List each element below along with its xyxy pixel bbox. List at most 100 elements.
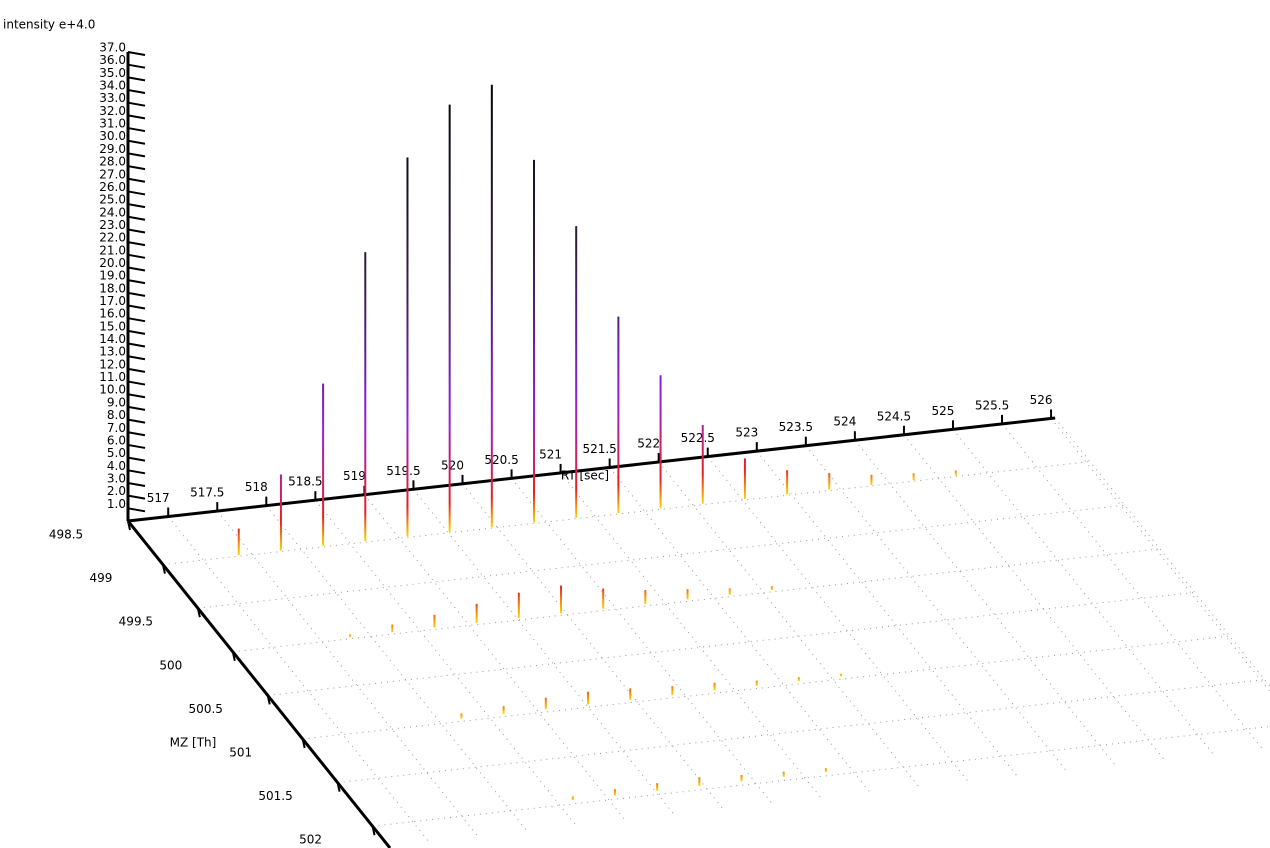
- peak: [237, 528, 240, 556]
- peak: [406, 157, 409, 537]
- peak: [701, 425, 704, 504]
- x-tick-label: 522.5: [681, 431, 715, 445]
- x-tick-label: 523.5: [779, 420, 813, 434]
- y-tick: [127, 291, 146, 297]
- x-tick-label: 517.5: [190, 486, 224, 500]
- y-tick: [127, 355, 146, 361]
- y-tick: [127, 266, 146, 272]
- peak: [824, 768, 827, 773]
- peak: [840, 673, 843, 677]
- peak: [786, 470, 789, 495]
- y-tick-label: 8.0: [107, 408, 126, 422]
- peak: [490, 84, 493, 528]
- peak: [671, 686, 674, 696]
- y-tick-label: 12.0: [99, 357, 126, 371]
- x-tick-label: 517: [147, 491, 170, 505]
- x-axis-line: [127, 416, 1056, 523]
- z-tick-label: 501: [229, 746, 252, 760]
- y-tick-label: 27.0: [99, 167, 126, 181]
- peak: [613, 789, 616, 796]
- peak: [728, 588, 731, 595]
- y-tick-label: 13.0: [99, 345, 126, 359]
- y-tick: [127, 279, 146, 285]
- y-tick: [127, 139, 146, 145]
- y-tick-label: 37.0: [99, 41, 126, 55]
- y-tick: [127, 304, 146, 310]
- z-tick: [301, 738, 306, 749]
- y-tick: [127, 380, 146, 386]
- z-tick: [196, 607, 201, 618]
- peak: [797, 677, 800, 682]
- y-axis-label: intensity e+4.0: [3, 18, 95, 32]
- peak: [644, 590, 647, 605]
- y-tick-label: 30.0: [99, 129, 126, 143]
- z-tick-label: 502: [299, 833, 322, 847]
- y-tick: [127, 215, 146, 221]
- peak: [391, 624, 394, 633]
- x-tick-label: 525: [932, 404, 955, 418]
- y-tick-label: 7.0: [107, 421, 126, 435]
- x-tick-label: 521: [539, 447, 562, 461]
- x-tick-label: 518: [245, 480, 268, 494]
- y-tick: [127, 494, 146, 500]
- z-tick: [266, 695, 271, 705]
- peak: [828, 473, 831, 490]
- peak: [954, 470, 957, 476]
- z-tick-label: 499.5: [119, 615, 153, 629]
- peak: [349, 634, 352, 637]
- peak: [575, 226, 578, 518]
- z-tick: [127, 520, 131, 531]
- y-tick-label: 29.0: [99, 142, 126, 156]
- y-tick: [127, 165, 146, 171]
- y-tick-label: 20.0: [99, 256, 126, 270]
- y-tick-label: 21.0: [99, 243, 126, 257]
- y-tick-label: 4.0: [107, 459, 126, 473]
- y-tick-label: 19.0: [99, 269, 126, 283]
- y-tick-label: 3.0: [107, 471, 126, 485]
- y-tick: [127, 443, 146, 449]
- peak: [755, 680, 758, 686]
- y-tick-label: 14.0: [99, 332, 126, 346]
- y-tick-label: 32.0: [99, 104, 126, 118]
- y-tick: [127, 152, 146, 158]
- y-tick: [127, 51, 146, 56]
- x-tick-label: 523: [735, 426, 758, 440]
- y-tick: [127, 241, 146, 247]
- x-tick-label: 526: [1030, 393, 1053, 407]
- y-tick-label: 26.0: [99, 180, 126, 194]
- x-tick-label: 522: [637, 437, 660, 451]
- y-tick: [127, 342, 146, 348]
- y-tick-label: 6.0: [107, 433, 126, 447]
- y-tick: [127, 253, 146, 259]
- peak: [571, 796, 574, 801]
- peak: [586, 691, 589, 705]
- y-tick: [127, 114, 146, 120]
- z-tick-label: 501.5: [258, 789, 292, 803]
- y-tick: [127, 393, 146, 399]
- peak: [617, 316, 620, 514]
- y-tick: [127, 63, 146, 69]
- y-tick-label: 35.0: [99, 66, 126, 80]
- x-tick-label: 519.5: [386, 464, 420, 478]
- y-tick: [127, 456, 146, 462]
- y-tick: [127, 127, 146, 133]
- z-tick: [161, 564, 166, 574]
- peak: [560, 585, 563, 614]
- y-tick-label: 34.0: [99, 79, 126, 93]
- y-tick: [127, 481, 146, 487]
- peak: [659, 375, 662, 509]
- y-tick: [127, 507, 146, 513]
- x-tick-label: 525.5: [975, 398, 1009, 412]
- peak: [448, 104, 451, 532]
- peak: [770, 586, 773, 590]
- x-tick-label: 524: [833, 415, 856, 429]
- y-tick: [127, 317, 146, 323]
- x-tick-label: 524.5: [877, 409, 911, 423]
- y-tick-label: 10.0: [99, 383, 126, 397]
- peak: [433, 614, 436, 628]
- y-tick-label: 1.0: [107, 497, 126, 511]
- y-tick-label: 9.0: [107, 395, 126, 409]
- z-tick-label: 499: [89, 571, 112, 585]
